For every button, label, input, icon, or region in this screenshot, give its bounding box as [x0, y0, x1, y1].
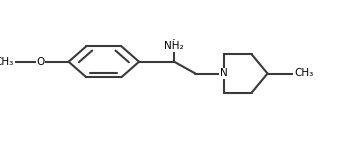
Text: CH₃: CH₃ — [294, 69, 313, 78]
Text: NH₂: NH₂ — [164, 41, 184, 51]
Text: O: O — [36, 57, 45, 67]
Text: N: N — [220, 69, 227, 78]
Text: CH₃: CH₃ — [0, 57, 14, 67]
